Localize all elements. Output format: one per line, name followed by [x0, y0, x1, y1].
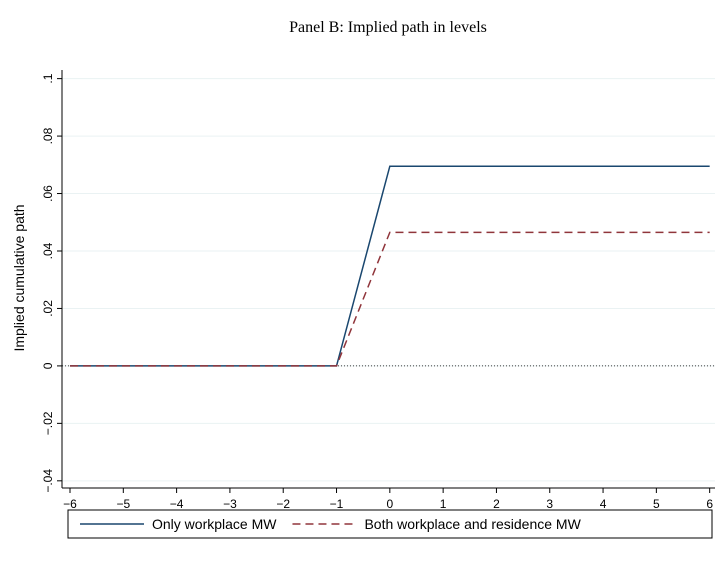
chart-title: Panel B: Implied path in levels [289, 19, 487, 36]
legend-label: Both workplace and residence MW [364, 516, 581, 532]
y-tick-label: 0 [41, 362, 55, 369]
x-tick-label: 2 [493, 497, 500, 511]
y-tick-label: .08 [41, 127, 55, 144]
x-tick-label: 4 [600, 497, 607, 511]
series-line [69, 231, 710, 367]
x-tick-label: −4 [170, 497, 184, 511]
legend: Only workplace MW Both workplace and resi… [67, 509, 713, 539]
legend-label: Only workplace MW [152, 516, 277, 532]
x-tick-label: 6 [706, 497, 713, 511]
y-axis-label: Implied cumulative path [11, 204, 27, 351]
y-tick-label: −.04 [41, 469, 55, 493]
x-tick-label: 5 [653, 497, 660, 511]
x-tick-label: −5 [116, 497, 130, 511]
y-tick-label: .06 [41, 185, 55, 202]
x-tick-label: −6 [63, 497, 77, 511]
x-tick-label: −3 [223, 497, 237, 511]
y-tick-label: .02 [41, 300, 55, 317]
y-tick-label: −.02 [41, 411, 55, 435]
x-tick-label: −2 [276, 497, 290, 511]
y-tick-label: .1 [41, 73, 55, 83]
legend-box [67, 509, 713, 539]
x-tick-label: 3 [546, 497, 553, 511]
x-tick-label: −1 [330, 497, 344, 511]
x-tick-label: 0 [386, 497, 393, 511]
x-tick-label: 1 [440, 497, 447, 511]
y-tick-label: .04 [41, 242, 55, 259]
